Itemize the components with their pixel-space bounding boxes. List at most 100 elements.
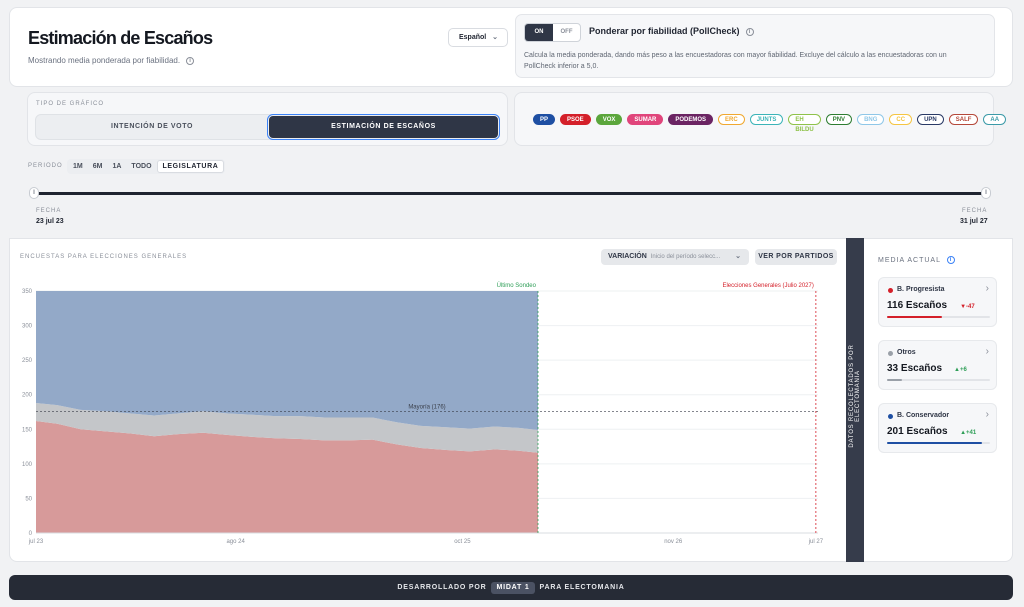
bloc-bar bbox=[887, 442, 990, 444]
page-subtitle: Mostrando media ponderada por fiabilidad… bbox=[28, 56, 195, 65]
page-title: Estimación de Escaños bbox=[28, 28, 213, 48]
seat-chart: 0 50 100 150 200 250 300 350 jul 23 ago 24 oct 25 n… bbox=[22, 282, 824, 545]
pollcheck-panel: ON OFF Ponderar por fiabilidad (PollChec… bbox=[515, 14, 995, 78]
chevron-down-icon: ⌄ bbox=[492, 34, 498, 41]
date-range-track[interactable] bbox=[32, 192, 989, 195]
party-chips: PP PSOE VOX SUMAR PODEMOS ERC JUNTS EH BILDU PNV… bbox=[533, 114, 1007, 133]
data-source-label: DATOS RECOLECTADOS POR ELECTOMANIA bbox=[849, 344, 861, 448]
y-tick-label: 200 bbox=[22, 393, 33, 399]
media-actual-panel: MEDIA ACTUAL i B. Progresista › 116 Escaños… bbox=[864, 238, 1013, 562]
ver-por-partidos-button[interactable]: VER POR PARTIDOS bbox=[755, 249, 837, 265]
bloc-bar-fill bbox=[887, 316, 942, 318]
period-1m[interactable]: 1M bbox=[73, 163, 83, 170]
range-handle-end[interactable]: ‖ bbox=[981, 187, 991, 199]
language-selected: Español bbox=[459, 34, 487, 41]
range-start-label: FECHA bbox=[36, 208, 62, 214]
variacion-select[interactable]: VARIACIÓN Inicio del período selecc... ⌄ bbox=[601, 249, 749, 265]
language-select[interactable]: Español ⌄ bbox=[448, 28, 508, 47]
bloc-card-2[interactable]: B. Conservador › 201 Escaños ▲+41 bbox=[878, 403, 997, 453]
bloc-bar-fill bbox=[887, 442, 982, 444]
chevron-right-icon[interactable]: › bbox=[985, 409, 989, 420]
vline-label-1: Último Sondeo bbox=[497, 282, 537, 289]
variacion-value: Inicio del período selecc... bbox=[650, 254, 721, 260]
y-tick-label: 50 bbox=[25, 496, 32, 502]
bloc-name: Otros bbox=[897, 349, 916, 356]
range-end-value: 31 jul 27 bbox=[960, 218, 988, 225]
x-tick-label: ago 24 bbox=[226, 539, 245, 545]
party-chip-pnv[interactable]: PNV bbox=[825, 114, 853, 125]
pollcheck-toggle[interactable]: ON OFF bbox=[524, 23, 581, 42]
subtitle-text: Mostrando media ponderada por fiabilidad… bbox=[28, 56, 181, 65]
vline-label-2: Elecciones Generales (Julio 2027) bbox=[722, 283, 813, 289]
party-chip-vox[interactable]: VOX bbox=[595, 114, 623, 125]
bloc-bar bbox=[887, 379, 990, 381]
chart-panel: ENCUESTAS PARA ELECCIONES GENERALES VARI… bbox=[9, 238, 864, 562]
party-chip-eh-bildu[interactable]: EH BILDU bbox=[788, 114, 821, 133]
bloc-bar-fill bbox=[887, 379, 903, 381]
y-tick-label: 250 bbox=[22, 358, 33, 364]
period-1a[interactable]: 1A bbox=[112, 163, 122, 170]
toggle-off[interactable]: OFF bbox=[560, 29, 573, 35]
info-icon[interactable]: i bbox=[745, 27, 754, 36]
majority-label: Mayoría (176) bbox=[408, 404, 445, 410]
toggle-on[interactable]: ON bbox=[525, 24, 553, 41]
bloc-dot bbox=[888, 351, 893, 356]
area-b-progresista bbox=[36, 420, 538, 533]
party-chip-upn[interactable]: UPN bbox=[917, 114, 944, 125]
party-chip-bng[interactable]: BNG bbox=[857, 114, 885, 125]
pollcheck-description: Calcula la media ponderada, dando más pe… bbox=[524, 52, 947, 70]
bloc-seats: 33 Escaños bbox=[887, 363, 943, 374]
media-actual-title: MEDIA ACTUAL i bbox=[878, 256, 955, 264]
bloc-seats: 116 Escaños bbox=[887, 300, 948, 311]
variacion-label: VARIACIÓN bbox=[608, 253, 647, 260]
chevron-right-icon[interactable]: › bbox=[985, 346, 989, 357]
party-filter-card: PP PSOE VOX SUMAR PODEMOS ERC JUNTS EH BILDU PNV… bbox=[514, 92, 1007, 146]
x-tick-label: jul 23 bbox=[28, 539, 44, 545]
chart-type-label: TIPO DE GRÁFICO bbox=[36, 101, 105, 107]
x-tick-label: jul 27 bbox=[808, 539, 824, 545]
footer: DESARROLLADO POR MIDAT 1 PARA ELECTOMANIA bbox=[9, 575, 1013, 600]
bloc-card-1[interactable]: Otros › 33 Escaños ▲+6 bbox=[878, 340, 997, 390]
chevron-down-icon: ⌄ bbox=[735, 253, 741, 260]
y-tick-label: 100 bbox=[22, 462, 33, 468]
chart-title: ENCUESTAS PARA ELECCIONES GENERALES bbox=[20, 254, 188, 260]
party-chip-sumar[interactable]: SUMAR bbox=[627, 114, 664, 125]
tab-estimacion-escanos[interactable]: ESTIMACIÓN DE ESCAÑOS bbox=[267, 114, 500, 140]
party-chip-erc[interactable]: ERC bbox=[718, 114, 745, 125]
period-legislatura[interactable]: LEGISLATURA bbox=[156, 160, 225, 173]
period-6m[interactable]: 6M bbox=[92, 163, 103, 170]
area-b-conservador bbox=[36, 291, 538, 430]
party-chip-junts[interactable]: JUNTS bbox=[749, 114, 784, 125]
period-label: PERIODO bbox=[28, 163, 63, 169]
bloc-seats: 201 Escaños bbox=[887, 426, 948, 437]
party-chip-psoe[interactable]: PSOE bbox=[560, 114, 591, 125]
bloc-bar bbox=[887, 316, 990, 318]
party-chip-pp[interactable]: PP bbox=[533, 114, 556, 125]
party-chip-cc[interactable]: CC bbox=[889, 114, 913, 125]
bloc-dot bbox=[888, 414, 893, 419]
pollcheck-title-text: Ponderar por fiabilidad (PollCheck) bbox=[589, 26, 740, 36]
pollcheck-title: Ponderar por fiabilidad (PollCheck) i bbox=[589, 26, 754, 36]
period-todo[interactable]: TODO bbox=[131, 163, 152, 170]
info-icon[interactable]: i bbox=[946, 256, 955, 264]
footer-badge[interactable]: MIDAT 1 bbox=[491, 582, 535, 594]
bloc-delta: ▲+41 bbox=[960, 430, 977, 436]
x-tick-label: nov 26 bbox=[664, 539, 683, 545]
bloc-delta: ▼-47 bbox=[960, 304, 975, 310]
chart-type-card: TIPO DE GRÁFICO INTENCIÓN DE VOTO ESTIMA… bbox=[27, 92, 508, 146]
party-chip-podemos[interactable]: PODEMOS bbox=[668, 114, 714, 125]
range-start-value: 23 jul 23 bbox=[36, 218, 64, 225]
bloc-dot bbox=[888, 288, 893, 293]
info-icon[interactable]: i bbox=[186, 56, 195, 65]
y-tick-label: 150 bbox=[22, 427, 33, 433]
party-chip-aa[interactable]: AA bbox=[983, 114, 1007, 125]
area-otros bbox=[36, 403, 538, 453]
chevron-right-icon[interactable]: › bbox=[985, 283, 989, 294]
range-handle-start[interactable]: ‖ bbox=[29, 187, 39, 199]
x-tick-label: oct 25 bbox=[454, 539, 471, 545]
bloc-delta: ▲+6 bbox=[954, 367, 967, 373]
header-card: Estimación de Escaños Mostrando media po… bbox=[9, 7, 1013, 87]
bloc-card-0[interactable]: B. Progresista › 116 Escaños ▼-47 bbox=[878, 277, 997, 327]
tab-intencion-voto[interactable]: INTENCIÓN DE VOTO bbox=[110, 123, 194, 130]
party-chip-salf[interactable]: SALF bbox=[948, 114, 979, 125]
